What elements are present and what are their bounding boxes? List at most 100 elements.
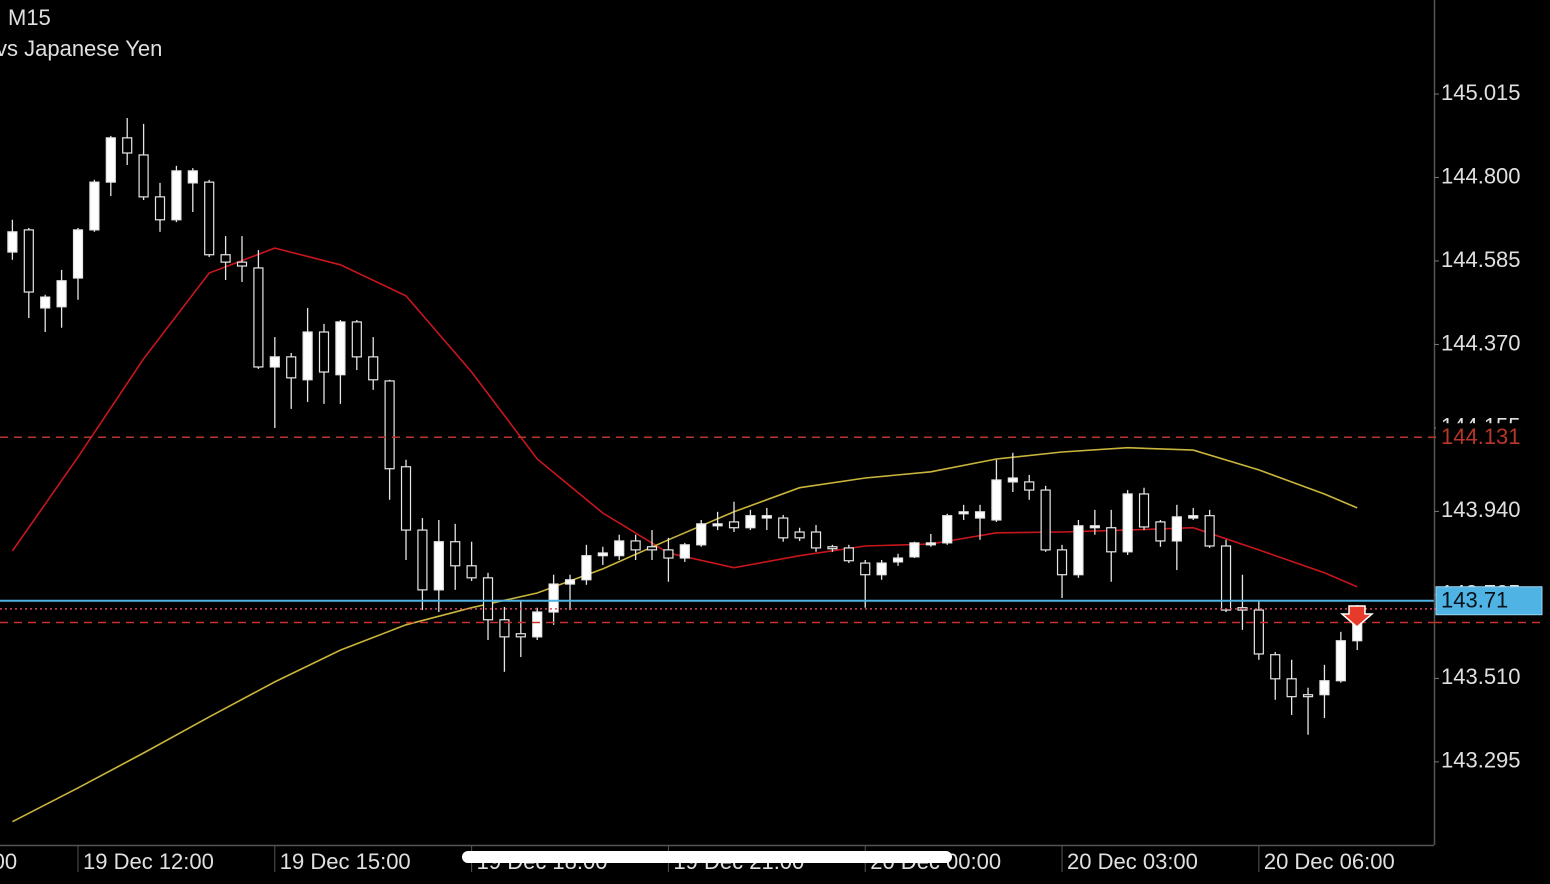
y-tick-label: 144.585 [1441,247,1521,272]
candle-body [335,321,346,376]
candle-body [499,619,510,638]
candle-body [810,531,822,549]
candle-body [646,546,658,551]
y-tick-label: 144.800 [1441,163,1521,188]
candle-body [318,331,330,373]
candle-body [663,549,674,559]
y-tick-label: 143.510 [1441,664,1521,689]
candle-body [89,181,100,231]
candle-body [1270,654,1281,680]
candle-body [236,261,248,267]
price-tag [1436,423,1548,452]
candle-body [400,466,412,531]
y-tick-label: 144.370 [1441,330,1521,355]
candle-body [220,254,231,263]
candle-body [450,541,461,567]
home-indicator [462,851,952,863]
candle-body [72,229,84,279]
candle-body [1319,680,1330,696]
candle-body [466,565,477,579]
y-tick-label: 143.940 [1441,497,1521,522]
candle-body [942,515,953,544]
candle-body [1302,694,1314,698]
candle-body [1073,525,1084,576]
candle-body [532,611,543,638]
candle-body [958,511,969,515]
candle-body [187,170,198,184]
candle-body [204,181,215,256]
candle-body [1220,545,1232,611]
candle-body [909,542,920,558]
candle-body [368,356,379,381]
chart-title: M15 [8,5,51,30]
candle-body [991,479,1002,521]
candle-body [1106,527,1117,553]
plot-area [0,118,1434,823]
candle-body [860,562,871,576]
candle-body [974,511,986,519]
candle-body [925,542,936,546]
candle-body [122,137,133,154]
candle-body [138,154,149,198]
candle-body [23,229,34,293]
candle-body [1286,678,1297,698]
sell-arrow[interactable] [1339,605,1375,628]
x-tick-label: 19 Dec 12:00 [83,849,214,874]
price-tag-label: 144.131 [1441,424,1521,449]
candle-body [1171,516,1182,542]
x-tick-label: 20 Dec 06:00 [1264,849,1395,874]
candle-body [843,547,854,562]
candle-body [1056,549,1068,576]
candle-body [827,546,838,550]
candle-body [417,529,428,591]
candle-body [1089,525,1100,529]
candle-body [171,170,182,221]
candle-body [778,517,789,539]
candle-body [548,583,559,613]
candle-body [712,523,723,527]
candle-body [384,380,395,470]
y-tick-label: 143.295 [1441,748,1521,773]
candle-body [630,540,641,551]
candle-body [1040,489,1051,551]
candle-body [564,579,576,585]
chart-subtitle: vs Japanese Yen [0,36,162,61]
candle-body [482,577,494,621]
candle-body [1024,481,1035,491]
candle-body [876,562,887,576]
candle-body [1335,640,1346,682]
x-tick-label: 19 Dec 15:00 [280,849,411,874]
candle-body [7,231,18,253]
candle-body [286,356,297,379]
candle-body [253,267,264,368]
price-tag-label: 143.71 [1441,588,1508,613]
candle-body [745,515,756,529]
candle-body [1253,609,1264,655]
candle-body [40,296,51,309]
candle-body [728,521,740,529]
candle-body [761,515,772,519]
candle-body [597,552,608,557]
x-tick-label: 19 Dec 09:00 [0,849,17,874]
candle-body [794,531,805,539]
candle-body [679,544,690,559]
price-tag [1435,586,1543,616]
candle-body [696,523,707,546]
candle-body [515,633,526,638]
candle-body [1122,493,1133,553]
candle-body [433,541,444,591]
candle-body [614,540,625,557]
candle-body [302,331,313,381]
candle-body [1188,515,1199,519]
candle-body [351,321,362,358]
candle-body [269,356,280,368]
y-tick-label: 145.015 [1441,80,1521,105]
candle-body [1155,521,1166,542]
x-tick-label: 20 Dec 03:00 [1067,849,1198,874]
candle-body [1138,493,1150,528]
candle-body [892,557,904,563]
candle-body [1007,477,1018,483]
